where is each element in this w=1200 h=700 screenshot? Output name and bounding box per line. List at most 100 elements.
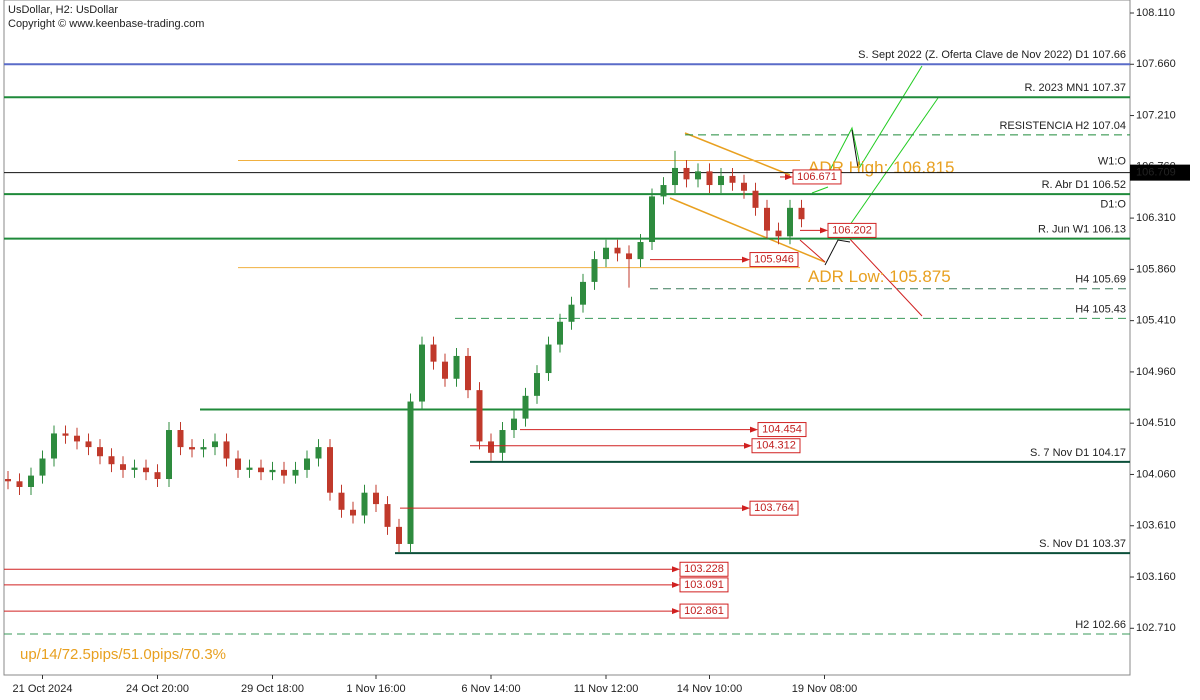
price-mark-label: 104.454 [762, 423, 802, 435]
candle-body [568, 304, 575, 322]
copyright: Copyright © www.keenbase-trading.com [8, 18, 204, 30]
arrow [851, 129, 859, 169]
level-label: R. 2023 MN1 107.37 [1024, 82, 1126, 94]
y-tick-label: 105.410 [1136, 315, 1176, 327]
price-arrowhead [742, 256, 750, 263]
price-box [749, 500, 799, 516]
candle-body [729, 175, 736, 183]
price-mark-label: 102.861 [684, 605, 724, 617]
level-label: RESISTENCIA H2 107.04 [999, 120, 1126, 132]
y-tick-label: 102.710 [1136, 622, 1176, 634]
price-arrowhead [750, 426, 758, 433]
level-label: S. Nov D1 103.37 [1039, 538, 1126, 550]
x-tick-label: 14 Nov 10:00 [677, 683, 742, 695]
chart-title: UsDollar, H2: UsDollar [8, 4, 118, 16]
candle-body [51, 433, 57, 459]
candle-body [603, 247, 609, 260]
candle-body [580, 281, 586, 305]
price-box [751, 438, 801, 454]
candle-body [223, 441, 230, 459]
level-label: H2 102.66 [1075, 619, 1126, 631]
price-mark-label: 103.091 [684, 579, 724, 591]
candle-body [177, 430, 184, 448]
stats: up/14/72.5pips/51.0pips/70.3% [20, 646, 226, 663]
price-box [679, 577, 729, 593]
candle-body [741, 182, 747, 191]
price-box [827, 222, 877, 238]
price-mark-label: 105.946 [754, 253, 794, 265]
candle-body [292, 469, 299, 476]
level-label: S. 7 Nov D1 104.17 [1030, 447, 1126, 459]
candle-body [97, 447, 103, 457]
candle-body [614, 247, 621, 254]
current-price-label: 106.709 [1136, 167, 1176, 179]
wedge-line [669, 197, 826, 263]
candle-body [28, 475, 34, 487]
candle-body [453, 355, 460, 379]
candle-body [752, 190, 759, 208]
price-arrowhead [672, 566, 680, 573]
candle-body [5, 479, 11, 482]
level-label: R. Abr D1 106.52 [1042, 179, 1126, 191]
level-label: H4 105.43 [1075, 303, 1126, 315]
candle-body [626, 253, 632, 260]
candle-body [557, 321, 563, 345]
open-label: D1:O [1100, 199, 1126, 211]
current-price-box [1130, 164, 1190, 181]
candle-body [488, 441, 494, 453]
price-box [749, 252, 799, 268]
candle-body [212, 441, 218, 448]
y-tick-label: 107.210 [1136, 109, 1176, 121]
y-tick-label: 104.960 [1136, 366, 1176, 378]
candle-body [235, 458, 241, 470]
candle-body [154, 472, 161, 480]
candle-body [465, 355, 471, 391]
candle-body [246, 467, 253, 470]
x-tick-label: 6 Nov 14:00 [461, 683, 520, 695]
candle-body [281, 469, 287, 476]
open-label: W1:O [1098, 156, 1127, 168]
candle-body [764, 207, 770, 231]
candle-body [62, 433, 69, 436]
candle-body [85, 441, 92, 448]
candle-body [258, 467, 264, 473]
candle-body [637, 242, 644, 260]
x-tick-label: 1 Nov 16:00 [346, 683, 405, 695]
y-tick-label: 104.060 [1136, 468, 1176, 480]
candle-body [649, 196, 655, 243]
candle-body [108, 456, 115, 465]
price-mark-label: 106.202 [832, 224, 872, 236]
candle-body [338, 492, 345, 510]
candle-body [16, 481, 23, 487]
price-mark-label: 103.764 [754, 502, 794, 514]
candle-body [143, 467, 149, 473]
y-tick-label: 103.160 [1136, 571, 1176, 583]
price-box [757, 422, 807, 438]
price-arrowhead [742, 505, 750, 512]
candle-body [419, 344, 425, 402]
x-tick-label: 21 Oct 2024 [13, 683, 73, 695]
candle-body [166, 430, 172, 480]
candle-body [131, 467, 138, 470]
candle-body [798, 207, 805, 220]
candle-body [787, 207, 793, 237]
x-tick-label: 11 Nov 12:00 [574, 683, 639, 695]
y-tick-label: 106.310 [1136, 212, 1176, 224]
arrow [799, 239, 826, 263]
x-tick-label: 19 Nov 08:00 [792, 683, 857, 695]
wedge-line [684, 132, 791, 176]
candle-body [706, 171, 713, 186]
candle-body [718, 175, 724, 186]
level-label: H4 105.69 [1075, 274, 1126, 286]
plot-frame [3, 0, 1131, 676]
candle-body [269, 469, 276, 473]
candle-body [120, 464, 126, 470]
price-box [679, 603, 729, 619]
price-arrowhead [744, 442, 752, 449]
price-arrowhead [785, 173, 793, 180]
price-mark-label: 106.671 [797, 171, 837, 183]
candle-body [476, 390, 483, 442]
y-tick-label: 105.860 [1136, 263, 1176, 275]
candle-body [304, 458, 310, 470]
